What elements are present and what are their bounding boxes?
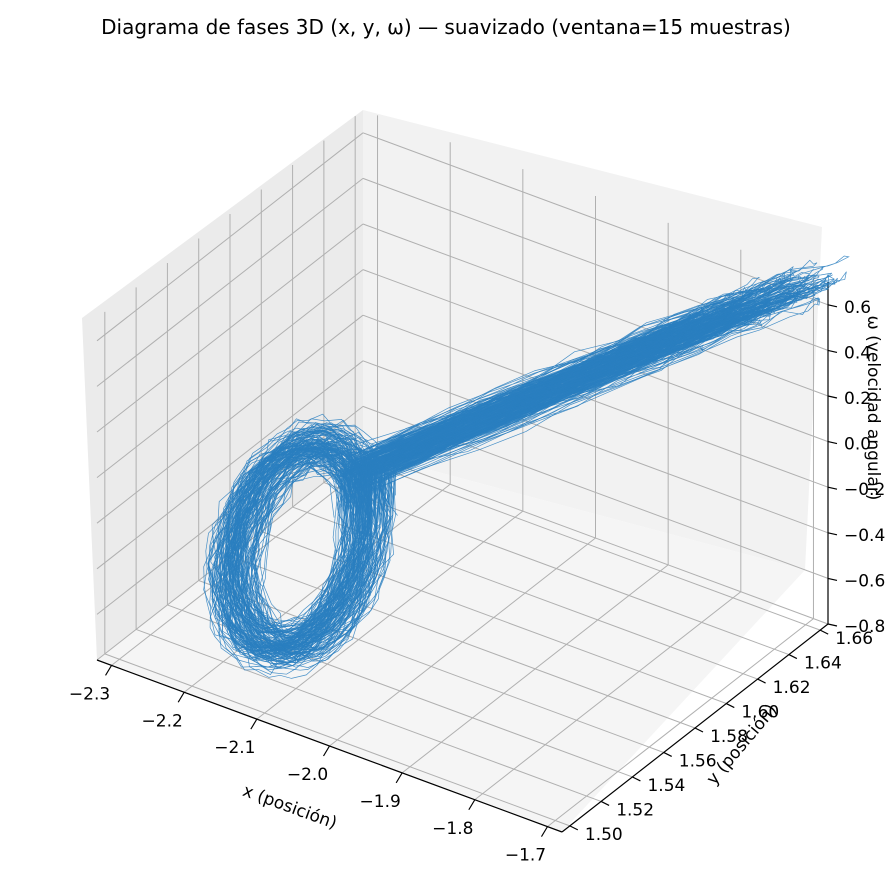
y-tick-label: 1.64 [804, 654, 842, 674]
trajectory-loop [218, 316, 698, 633]
y-tick-label: 1.52 [616, 800, 654, 820]
x-tick-label: −1.8 [432, 819, 473, 839]
trajectory-loop [251, 282, 808, 644]
x-tick-mark [322, 745, 331, 757]
z-tick-mark [827, 349, 838, 353]
y-tick-mark [569, 825, 579, 831]
x-axis-label: x (posición) [240, 781, 340, 834]
z-gridline-back [362, 360, 829, 534]
y-tick-label: 1.62 [773, 678, 811, 698]
y-tick-mark [788, 654, 798, 660]
y-tick-label: 1.56 [679, 751, 717, 771]
z-tick-label: −0.4 [844, 526, 885, 546]
x-tick-label: −2.1 [214, 738, 255, 758]
trajectory-loop [220, 276, 761, 630]
trajectory-loop [251, 287, 830, 661]
trajectory-loop [239, 255, 850, 632]
z-tick-mark [827, 304, 838, 308]
z-tick-label: −0.2 [844, 480, 885, 500]
x-tick-label: −2.0 [287, 765, 328, 785]
x-axis-ticks: −2.3 −2.2 −2.1 −2.0 −1.9 −1.8 −1.7 [69, 665, 548, 866]
trajectory-loop [225, 312, 714, 640]
z-axis-label: ω (velocidad angular) [863, 316, 883, 501]
x-tick-mark [250, 718, 258, 730]
y-gridline-floor [261, 531, 727, 704]
trajectory-loop [234, 290, 816, 656]
z-tick-mark [827, 623, 838, 627]
z-tick-label: 0.6 [844, 298, 871, 318]
trajectory-series [203, 255, 850, 679]
back-pane [363, 110, 822, 570]
y-tick-label: 1.60 [741, 703, 779, 723]
z-gridline-left [96, 178, 364, 387]
chart-title: Diagrama de fases 3D (x, y, ω) — suaviza… [101, 15, 791, 39]
z-gridline-left [96, 269, 364, 478]
trajectory-loop [240, 337, 703, 657]
y-gridline-floor [135, 628, 602, 802]
z-gridline-left [96, 132, 364, 342]
z-gridline-back [362, 177, 829, 351]
y-tick-mark [819, 629, 829, 635]
y-gridline-floor [323, 482, 790, 656]
y-gridline-floor [355, 457, 821, 631]
z-tick-mark [827, 395, 838, 399]
z-axis-ticks: −0.8 −0.6 −0.4 −0.2 0.0 0.2 0.4 0.6 [827, 298, 885, 637]
z-gridline-back [362, 314, 829, 488]
grid-lines [96, 115, 829, 828]
y-tick-mark [757, 678, 766, 684]
y-axis-ticks: 1.50 1.52 1.54 1.56 1.58 1.60 1.62 1.64 1.66 [569, 629, 873, 845]
trajectory-loop [207, 293, 731, 634]
x-tick-label: −1.7 [505, 846, 546, 866]
trajectory-loop [240, 268, 814, 638]
y-tick-label: 1.58 [710, 727, 748, 747]
axes-panes [82, 110, 822, 832]
y-tick-mark [632, 776, 641, 782]
y-gridline-floor [104, 653, 570, 827]
trajectory-loop [207, 290, 753, 655]
z-tick-label: 0.0 [844, 435, 871, 455]
z-tick-label: −0.6 [844, 571, 885, 591]
trajectory-loop [248, 334, 720, 661]
z-tick-mark [827, 441, 838, 445]
y-tick-mark [694, 727, 704, 733]
trajectory-loop [241, 319, 763, 669]
x-tick-mark [468, 799, 476, 811]
x-tick-mark [395, 772, 403, 784]
x-tick-mark [105, 665, 113, 676]
x-tick-label: −2.3 [69, 684, 110, 704]
y-tick-mark [600, 800, 610, 806]
z-tick-mark [827, 532, 838, 536]
x-tick-mark [177, 691, 185, 703]
y-tick-label: 1.54 [647, 776, 685, 796]
z-gridline-back [362, 132, 829, 306]
y-tick-label: 1.66 [835, 629, 873, 649]
z-gridline-left [96, 223, 364, 433]
z-tick-mark [827, 577, 838, 581]
trajectory-loop [238, 297, 820, 671]
y-tick-mark [663, 751, 672, 758]
floor-pane [97, 452, 805, 832]
x-tick-label: −1.9 [360, 792, 401, 812]
z-gridline-back [362, 451, 829, 625]
z-gridline-left [96, 314, 364, 524]
trajectory-loop [254, 282, 828, 654]
z-tick-label: −0.8 [844, 617, 885, 637]
x-tick-label: −2.2 [142, 711, 183, 731]
y-gridline-floor [229, 555, 696, 729]
z-tick-mark [827, 486, 838, 490]
z-gridline-back [362, 223, 829, 397]
x-tick-mark [540, 826, 548, 837]
z-tick-label: 0.2 [844, 389, 871, 409]
z-gridline-left [96, 360, 364, 570]
z-tick-label: 0.4 [844, 343, 871, 363]
y-tick-mark [726, 702, 735, 709]
y-tick-label: 1.50 [585, 825, 623, 845]
